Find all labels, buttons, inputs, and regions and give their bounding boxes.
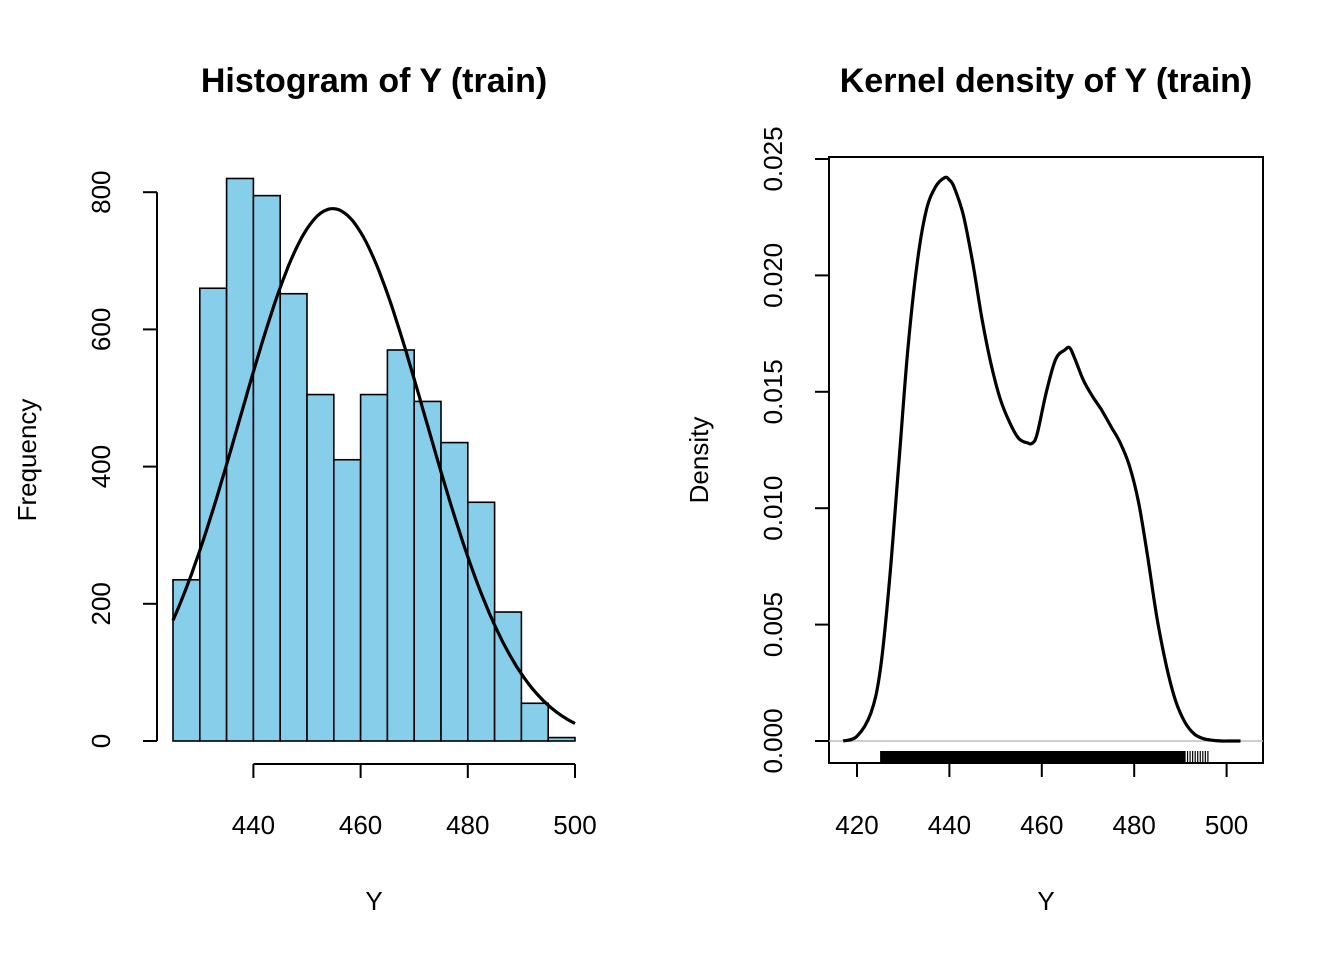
histogram-panel: Histogram of Y (train) Y Frequency 440 46… <box>12 62 597 916</box>
histogram-normal-curve <box>171 207 576 725</box>
histogram-bar <box>225 177 255 742</box>
histogram-bar <box>547 736 576 742</box>
histogram-title: Histogram of Y (train) <box>201 62 547 100</box>
density-y-tick-label: 0.010 <box>758 476 788 541</box>
histogram-x-tick-label: 460 <box>339 810 382 840</box>
histogram-bar <box>332 458 362 742</box>
histogram-bar <box>520 702 550 742</box>
histogram-y-tick-label: 200 <box>86 582 116 625</box>
histogram-x-tick-label: 500 <box>553 810 596 840</box>
histogram-y-axis: 0 200 400 600 800 <box>86 171 158 748</box>
density-y-axis: 0.000 0.005 0.010 0.015 0.020 0.025 <box>758 126 829 774</box>
density-y-tick-label: 0.025 <box>758 126 788 191</box>
density-rug-dense <box>880 751 1186 763</box>
density-plot-frame <box>828 156 1264 764</box>
histogram-x-tick-label: 480 <box>446 810 489 840</box>
histogram-bar <box>386 349 415 742</box>
histogram-x-axis-label: Y <box>365 886 382 916</box>
histogram-bar <box>306 393 335 742</box>
density-y-tick-label: 0.005 <box>758 592 788 657</box>
histogram-bars <box>172 177 576 742</box>
density-x-tick-label: 500 <box>1205 810 1248 840</box>
histogram-bar <box>359 393 389 742</box>
density-title: Kernel density of Y (train) <box>840 62 1253 100</box>
histogram-y-axis-label: Frequency <box>12 399 42 522</box>
density-rug <box>880 751 1209 763</box>
histogram-y-tick-label: 0 <box>86 734 116 748</box>
histogram-bar <box>172 578 201 742</box>
histogram-bar <box>199 287 228 742</box>
density-x-tick-label: 460 <box>1020 810 1063 840</box>
density-panel: Kernel density of Y (train) Y Density 42… <box>684 62 1264 916</box>
density-x-tick-label: 440 <box>928 810 971 840</box>
density-x-axis-label: Y <box>1037 886 1054 916</box>
histogram-y-tick-label: 800 <box>86 171 116 214</box>
histogram-bar <box>466 501 496 742</box>
histogram-y-tick-label: 600 <box>86 308 116 351</box>
histogram-bar <box>279 292 308 742</box>
histogram-x-axis: 440 460 480 500 <box>232 763 597 840</box>
density-y-axis-label: Density <box>684 417 714 504</box>
density-x-tick-label: 480 <box>1113 810 1156 840</box>
histogram-bar <box>413 400 442 742</box>
density-y-tick-label: 0.020 <box>758 243 788 308</box>
density-y-tick-label: 0.015 <box>758 359 788 424</box>
histogram-x-tick-label: 440 <box>232 810 275 840</box>
histogram-bar <box>252 194 281 742</box>
density-y-tick-label: 0.000 <box>758 708 788 773</box>
histogram-y-tick-label: 400 <box>86 445 116 488</box>
density-x-tick-label: 420 <box>835 810 878 840</box>
density-x-axis: 420 440 460 480 500 <box>835 763 1248 840</box>
density-curve <box>842 175 1241 743</box>
